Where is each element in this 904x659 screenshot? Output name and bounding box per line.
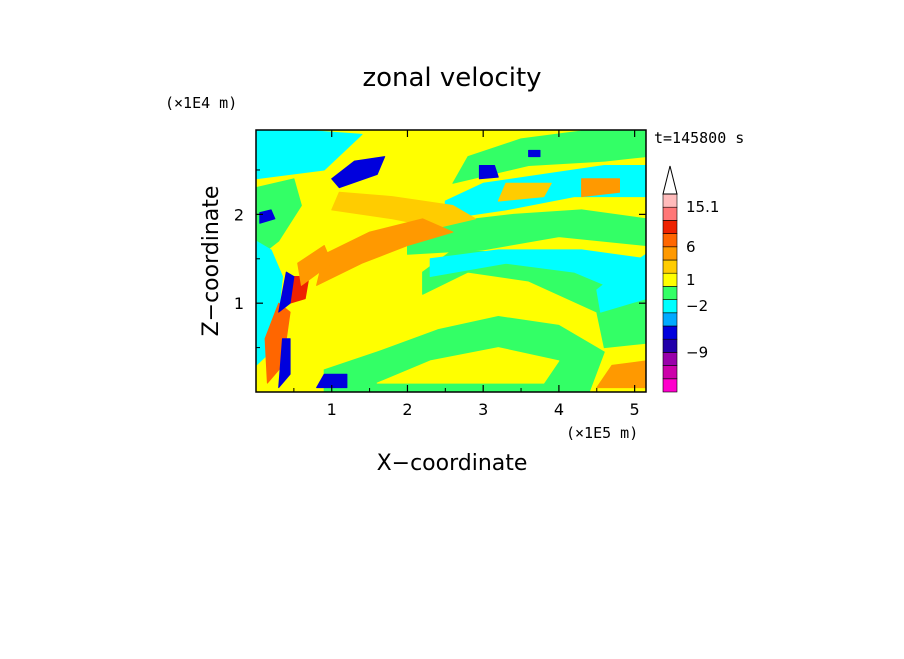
colorbar-swatch xyxy=(662,233,678,248)
contour-region-band-7 xyxy=(452,130,646,184)
colorbar-swatch xyxy=(662,246,678,261)
colorbar-swatch xyxy=(662,259,678,274)
contour-region-band-18 xyxy=(297,245,333,286)
contour-region-band-10 xyxy=(497,182,552,202)
contour-region-band-19 xyxy=(596,253,646,313)
contour-region-blob-20 xyxy=(331,156,386,189)
contour-region-band-9 xyxy=(316,218,454,286)
colorbar-swatch xyxy=(662,286,678,300)
y-tick-label: 1 xyxy=(234,294,244,313)
colorbar-label: −9 xyxy=(686,343,708,361)
colorbar-swatch xyxy=(662,312,678,327)
contour-region-band-8 xyxy=(331,191,477,229)
colorbar-label: 6 xyxy=(686,238,696,256)
contour-region-blob-21 xyxy=(278,271,295,313)
colorbar-swatch xyxy=(662,193,678,208)
y-axis-label: Z−coordinate xyxy=(199,186,224,337)
x-tick-label: 1 xyxy=(327,400,337,419)
x-unit-label: (×1E5 m) xyxy=(566,424,638,442)
colorbar-label: −2 xyxy=(686,297,708,315)
contour-region-band-2 xyxy=(376,347,560,384)
time-label: t=145800 s xyxy=(654,129,744,147)
colorbar-swatch xyxy=(662,352,678,366)
contour-region-blob-23 xyxy=(316,373,348,389)
x-tick-label: 2 xyxy=(402,400,412,419)
colorbar-swatch xyxy=(662,220,678,234)
colorbar-swatch xyxy=(662,272,678,287)
contour-region-band-12 xyxy=(596,360,646,389)
x-tick-label: 3 xyxy=(478,400,488,419)
colorbar-label: 15.1 xyxy=(686,198,719,216)
x-tick-label: 5 xyxy=(630,400,640,419)
x-tick-label: 4 xyxy=(554,400,564,419)
contour-region-band-5 xyxy=(429,249,646,295)
plot-frame xyxy=(255,129,647,393)
contour-region-band-14 xyxy=(256,178,302,260)
colorbar-swatch xyxy=(662,325,678,340)
colorbar: 15.1 6 1 −2 −9 xyxy=(662,165,719,393)
contour-region-blob-24 xyxy=(478,165,499,180)
chart-title: zonal velocity xyxy=(362,63,541,93)
contour-region-blob-25 xyxy=(259,209,276,224)
contour-field xyxy=(256,130,646,392)
x-ticks: 1 2 3 4 5 xyxy=(293,130,640,419)
colorbar-label: 1 xyxy=(686,271,696,289)
contour-region-blob-22 xyxy=(278,338,291,389)
colorbar-extend-arrow xyxy=(662,165,678,195)
colorbar-swatch xyxy=(662,365,678,380)
y-unit-label: (×1E4 m) xyxy=(165,94,237,112)
x-axis-label: X−coordinate xyxy=(377,451,528,476)
contour-region-blob-26 xyxy=(528,149,541,158)
colorbar-swatch xyxy=(662,338,678,353)
contour-region-band-11 xyxy=(581,178,620,198)
colorbar-swatch xyxy=(662,299,678,314)
colorbar-swatch xyxy=(662,378,678,393)
y-tick-label: 2 xyxy=(234,205,244,224)
y-ticks: 12 xyxy=(234,169,646,349)
colorbar-swatch xyxy=(662,206,678,221)
